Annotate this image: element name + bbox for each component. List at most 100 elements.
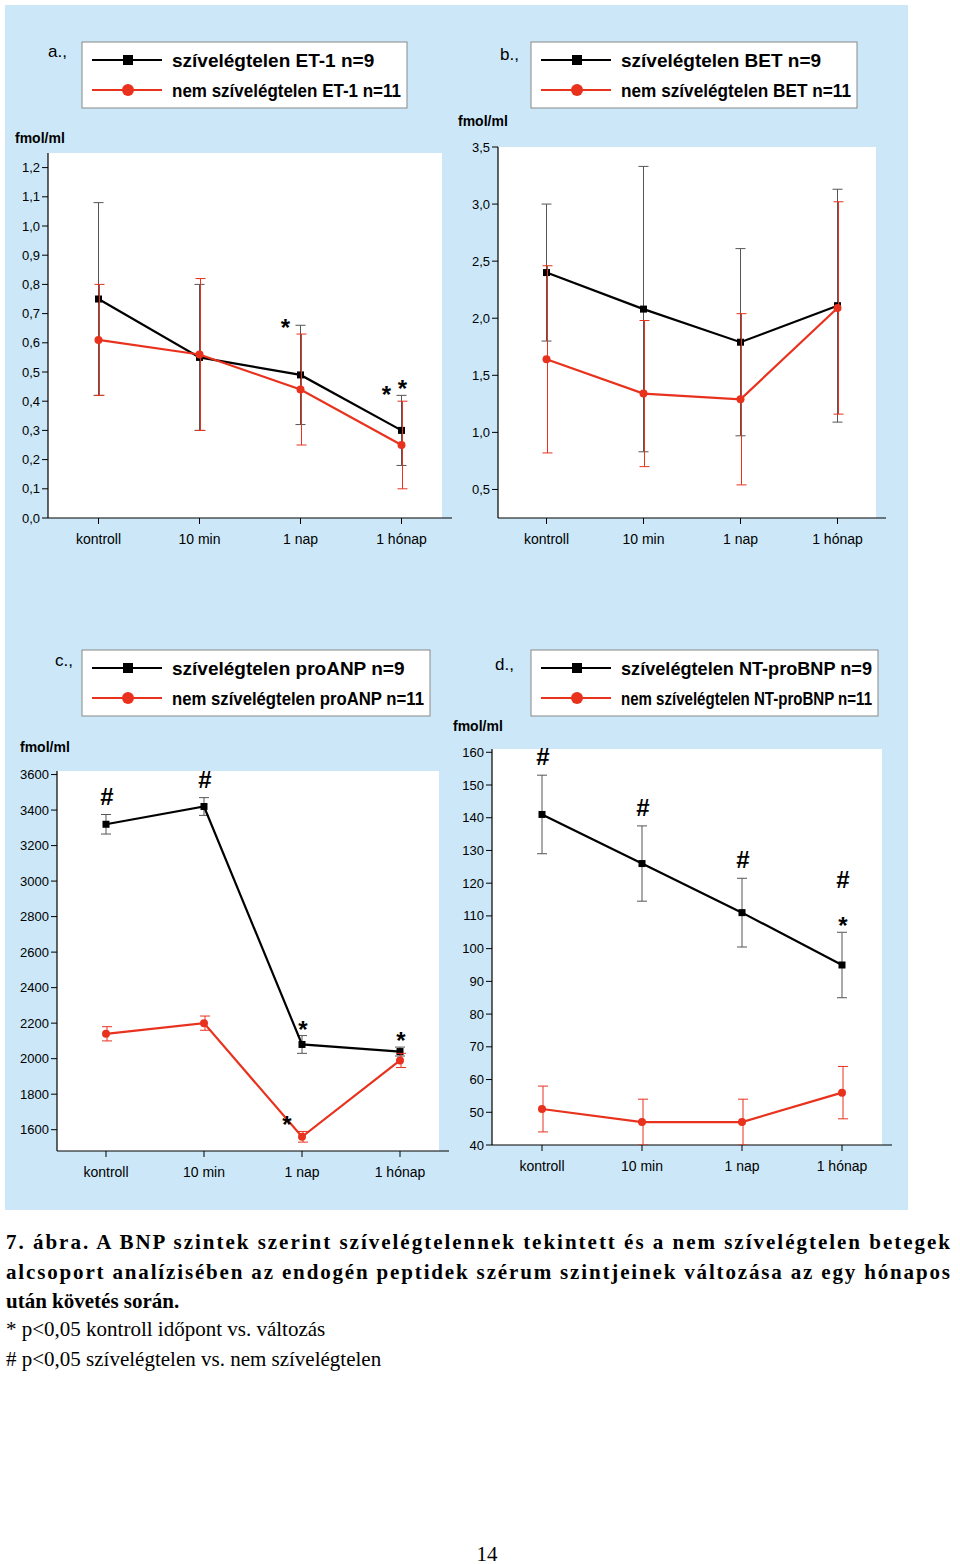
plot-marks	[101, 798, 406, 1142]
chart-panel: b.,fmol/ml0,51,01,52,02,53,03,5kontroll1…	[458, 42, 886, 547]
y-tick-label: 3,0	[472, 197, 490, 212]
y-tick-label: 1,2	[22, 160, 40, 175]
error-bar-cap	[637, 825, 647, 826]
x-axis-line	[57, 1150, 449, 1151]
error-bar-cap	[737, 313, 747, 314]
y-tick-label: 0,9	[22, 248, 40, 263]
y-tick	[51, 774, 57, 775]
y-tick	[51, 1094, 57, 1095]
y-tick-label: 0,2	[22, 452, 40, 467]
error-bar	[542, 204, 552, 341]
page: a.,fmol/ml0,00,10,20,30,40,50,60,70,80,9…	[0, 0, 960, 1564]
error-bar-cap	[297, 445, 307, 446]
y-tick	[492, 147, 498, 148]
significance-mark: #	[636, 794, 649, 821]
y-tick-label: 1,5	[472, 368, 490, 383]
y-tick-label: 80	[470, 1007, 484, 1022]
y-tick	[492, 375, 498, 376]
figure-background	[5, 5, 908, 1210]
error-bar	[196, 279, 206, 431]
error-bar-cap	[199, 797, 209, 798]
y-tick	[51, 1058, 57, 1059]
significance-mark: *	[298, 1016, 308, 1043]
y-axis-line	[497, 147, 498, 518]
y-axis-line	[47, 153, 48, 518]
error-bar	[397, 395, 407, 465]
y-tick	[42, 167, 48, 168]
error-bar-cap	[637, 901, 647, 902]
y-tick	[42, 255, 48, 256]
error-bar-cap	[640, 320, 650, 321]
error-bar-cap	[833, 422, 843, 423]
x-tick-label: 1 nap	[724, 1158, 759, 1174]
point	[396, 1056, 404, 1064]
y-tick	[486, 1046, 492, 1047]
y-tick-label: 1800	[20, 1087, 49, 1102]
point	[298, 1133, 306, 1141]
error-bar-cap	[195, 284, 205, 285]
annotations: ###*#	[536, 743, 849, 939]
point	[737, 395, 745, 403]
y-tick-label: 70	[470, 1039, 484, 1054]
point	[543, 355, 551, 363]
error-bar-cap	[196, 430, 206, 431]
y-tick	[42, 401, 48, 402]
legend-marker	[572, 663, 582, 673]
point	[95, 296, 102, 303]
y-tick-label: 110	[463, 908, 484, 923]
point	[639, 860, 646, 867]
y-tick	[486, 1145, 492, 1146]
x-tick-label: 1 hónap	[812, 531, 863, 547]
panel-label: a.,	[48, 42, 67, 61]
y-tick	[42, 518, 48, 519]
error-bar-cap	[738, 1099, 748, 1100]
error-bar	[738, 1099, 748, 1145]
error-bar	[94, 203, 104, 396]
x-tick	[742, 1145, 743, 1151]
series-line	[99, 299, 402, 430]
error-bar-cap	[543, 265, 553, 266]
point	[640, 390, 648, 398]
error-bar	[543, 266, 553, 453]
page-background	[0, 0, 960, 1564]
y-tick	[492, 489, 498, 490]
x-tick	[106, 1151, 107, 1157]
significance-mark: *	[838, 912, 848, 939]
y-tick-label: 2,0	[472, 311, 490, 326]
caption-note: * p<0,05 kontroll időpont vs. változás	[6, 1317, 325, 1341]
significance-mark: #	[100, 783, 113, 810]
x-tick	[542, 1145, 543, 1151]
error-bar-cap	[639, 166, 649, 167]
error-bar-cap	[537, 775, 547, 776]
error-bar-cap	[838, 1118, 848, 1119]
y-tick-label: 100	[462, 941, 484, 956]
point	[640, 306, 647, 313]
series-line	[106, 807, 400, 1052]
plot-marks	[94, 203, 408, 489]
series-line	[99, 340, 402, 445]
y-tick	[42, 196, 48, 197]
point	[538, 1105, 546, 1113]
significance-mark: *	[398, 375, 408, 402]
error-bar	[837, 932, 847, 997]
error-bar-cap	[833, 189, 843, 190]
legend-box	[82, 650, 430, 716]
y-tick	[486, 785, 492, 786]
error-bar-cap	[737, 484, 747, 485]
point	[737, 339, 744, 346]
y-tick-label: 0,1	[22, 481, 40, 496]
y-axis-label: fmol/ml	[458, 113, 508, 129]
legend-marker	[123, 55, 133, 65]
error-bar-cap	[639, 451, 649, 452]
caption-line: után követés során.	[6, 1289, 179, 1313]
point	[297, 386, 305, 394]
x-tick-label: kontroll	[524, 531, 569, 547]
legend-label: szívelégtelen NT-proBNP n=9	[621, 658, 872, 679]
error-bar-cap	[296, 325, 306, 326]
error-bar	[537, 775, 547, 854]
x-tick	[302, 1151, 303, 1157]
x-tick	[643, 518, 644, 524]
y-tick-label: 0,7	[22, 306, 40, 321]
y-tick	[486, 850, 492, 851]
legend-label: nem szívelégtelen NT-proBNP n=11	[621, 688, 872, 709]
